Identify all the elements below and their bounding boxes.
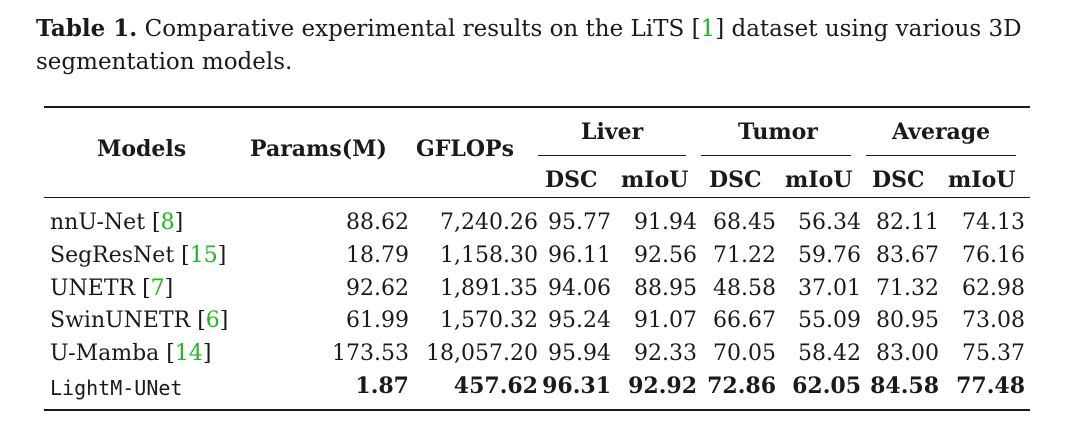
model-name: nnU-Net [8] bbox=[50, 210, 183, 236]
cell-avg-miou: 76.16 bbox=[962, 243, 1025, 268]
citation-link[interactable]: 8 bbox=[160, 210, 175, 235]
liver-group-rule bbox=[538, 155, 686, 156]
tumor-group-rule bbox=[701, 155, 851, 156]
header-tumor-dsc: DSC bbox=[709, 167, 762, 193]
header-liver-miou: mIoU bbox=[621, 167, 689, 193]
cell-tumor-miou: 37.01 bbox=[798, 276, 861, 301]
top-rule bbox=[44, 106, 1030, 108]
cell-avg-dsc: 71.32 bbox=[876, 276, 939, 301]
caption-citation-link[interactable]: 1 bbox=[700, 16, 716, 42]
cell-tumor-dsc: 66.67 bbox=[713, 308, 776, 333]
cell-avg-dsc: 82.11 bbox=[876, 210, 939, 235]
model-name: LightM-UNet bbox=[50, 375, 182, 401]
cell-tumor-miou: 58.42 bbox=[798, 341, 861, 366]
model-name-text: UNETR [ bbox=[50, 276, 151, 301]
cell-tumor-miou: 59.76 bbox=[798, 243, 861, 268]
cell-avg-miou: 62.98 bbox=[962, 276, 1025, 301]
cell-liver-miou: 91.07 bbox=[634, 308, 697, 333]
cell-liver-miou: 92.92 bbox=[628, 373, 697, 399]
cell-liver-dsc: 96.11 bbox=[548, 243, 611, 268]
cell-liver-miou: 88.95 bbox=[634, 276, 697, 301]
citation-bracket: ] bbox=[202, 341, 212, 366]
model-name-text: SegResNet [ bbox=[50, 243, 190, 268]
cell-avg-dsc: 84.58 bbox=[870, 373, 939, 399]
cell-gflops: 1,570.32 bbox=[440, 308, 538, 333]
header-liver-dsc: DSC bbox=[545, 167, 598, 193]
cell-params: 1.87 bbox=[355, 373, 409, 399]
model-name-text: nnU-Net [ bbox=[50, 210, 161, 235]
cell-avg-miou: 74.13 bbox=[962, 210, 1025, 235]
cell-tumor-miou: 55.09 bbox=[798, 308, 861, 333]
citation-link[interactable]: 15 bbox=[189, 243, 218, 268]
caption-text-before: Comparative experimental results on the … bbox=[137, 16, 701, 42]
header-group-average: Average bbox=[892, 119, 991, 145]
cell-avg-dsc: 80.95 bbox=[876, 308, 939, 333]
cell-avg-miou: 75.37 bbox=[962, 341, 1025, 366]
header-tumor-miou: mIoU bbox=[785, 167, 853, 193]
citation-bracket: ] bbox=[217, 243, 227, 268]
model-name: SwinUNETR [6] bbox=[50, 308, 228, 334]
citation-bracket: ] bbox=[174, 210, 184, 235]
model-name: SegResNet [15] bbox=[50, 243, 226, 269]
model-name-text: SwinUNETR [ bbox=[50, 308, 206, 333]
cell-gflops: 1,891.35 bbox=[440, 276, 538, 301]
citation-bracket: ] bbox=[219, 308, 229, 333]
model-name: U-Mamba [14] bbox=[50, 341, 211, 367]
header-models: Models bbox=[97, 136, 187, 162]
caption-label: Table 1. bbox=[36, 15, 138, 42]
cell-liver-miou: 91.94 bbox=[634, 210, 697, 235]
model-name-text: LightM-UNet bbox=[50, 376, 183, 400]
citation-bracket: ] bbox=[164, 276, 174, 301]
citation-link[interactable]: 6 bbox=[205, 308, 220, 333]
citation-link[interactable]: 14 bbox=[174, 341, 203, 366]
header-group-tumor: Tumor bbox=[738, 119, 818, 145]
citation-link[interactable]: 7 bbox=[150, 276, 165, 301]
cell-tumor-miou: 62.05 bbox=[792, 373, 861, 399]
header-group-liver: Liver bbox=[581, 119, 644, 145]
cell-liver-dsc: 95.94 bbox=[548, 341, 611, 366]
cell-liver-miou: 92.33 bbox=[634, 341, 697, 366]
cell-gflops: 18,057.20 bbox=[426, 341, 538, 366]
cell-tumor-dsc: 72.86 bbox=[707, 373, 776, 399]
cell-tumor-dsc: 48.58 bbox=[713, 276, 776, 301]
cell-params: 61.99 bbox=[346, 308, 409, 333]
cell-avg-miou: 77.48 bbox=[956, 373, 1025, 399]
model-name: UNETR [7] bbox=[50, 276, 173, 302]
cell-gflops: 7,240.26 bbox=[440, 210, 538, 235]
cell-params: 92.62 bbox=[346, 276, 409, 301]
header-params: Params(M) bbox=[250, 136, 387, 162]
cell-params: 18.79 bbox=[346, 243, 409, 268]
average-group-rule bbox=[866, 155, 1016, 156]
cell-gflops: 457.62 bbox=[453, 373, 538, 399]
caption-text-after: ] dataset using various 3D segmentation … bbox=[36, 16, 1022, 75]
cell-avg-dsc: 83.67 bbox=[876, 243, 939, 268]
cell-liver-miou: 92.56 bbox=[634, 243, 697, 268]
header-average-miou: mIoU bbox=[948, 167, 1016, 193]
header-average-dsc: DSC bbox=[872, 167, 925, 193]
table-caption: Table 1. Comparative experimental result… bbox=[36, 12, 1056, 79]
model-name-text: U-Mamba [ bbox=[50, 341, 175, 366]
cell-liver-dsc: 96.31 bbox=[542, 373, 611, 399]
cell-tumor-miou: 56.34 bbox=[798, 210, 861, 235]
mid-rule bbox=[44, 197, 1030, 198]
cell-params: 173.53 bbox=[332, 341, 409, 366]
cell-liver-dsc: 94.06 bbox=[548, 276, 611, 301]
cell-tumor-dsc: 70.05 bbox=[713, 341, 776, 366]
cell-avg-miou: 73.08 bbox=[962, 308, 1025, 333]
cell-avg-dsc: 83.00 bbox=[876, 341, 939, 366]
cell-params: 88.62 bbox=[346, 210, 409, 235]
cell-tumor-dsc: 68.45 bbox=[713, 210, 776, 235]
cell-liver-dsc: 95.24 bbox=[548, 308, 611, 333]
bottom-rule bbox=[44, 409, 1030, 411]
cell-gflops: 1,158.30 bbox=[440, 243, 538, 268]
cell-tumor-dsc: 71.22 bbox=[713, 243, 776, 268]
header-gflops: GFLOPs bbox=[416, 136, 514, 162]
cell-liver-dsc: 95.77 bbox=[548, 210, 611, 235]
